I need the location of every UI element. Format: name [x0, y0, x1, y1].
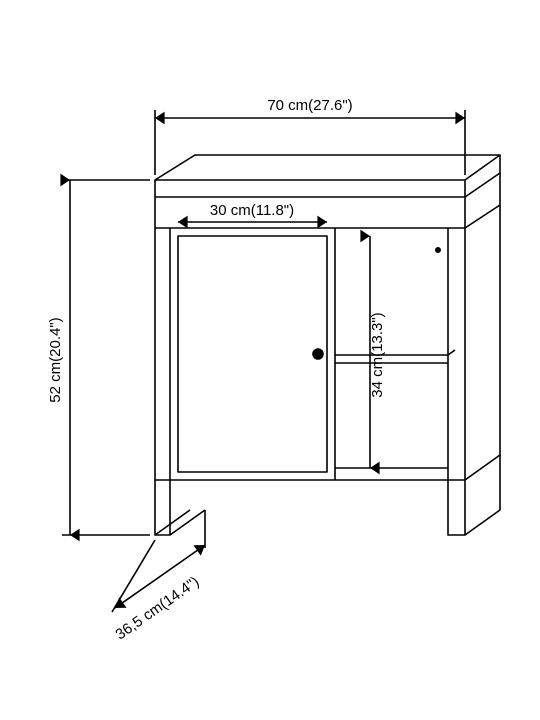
- dimension-height: [62, 180, 150, 535]
- dimension-height-label: 52 cm(20.4"): [47, 317, 64, 402]
- cabinet-outline: [155, 155, 500, 535]
- dimension-depth-label: 36,5 cm(14.4"): [112, 573, 202, 643]
- dimension-inner-height-label: 34 cm(13.3"): [369, 312, 386, 397]
- dimension-door-width-label: 30 cm(11.8"): [210, 202, 294, 219]
- dimension-width-label: 70 cm(27.6"): [267, 97, 352, 114]
- dimension-width: [155, 110, 465, 175]
- furniture-dimension-diagram: 70 cm(27.6") 30 cm(11.8") 52 cm(20.4") 3…: [0, 0, 540, 720]
